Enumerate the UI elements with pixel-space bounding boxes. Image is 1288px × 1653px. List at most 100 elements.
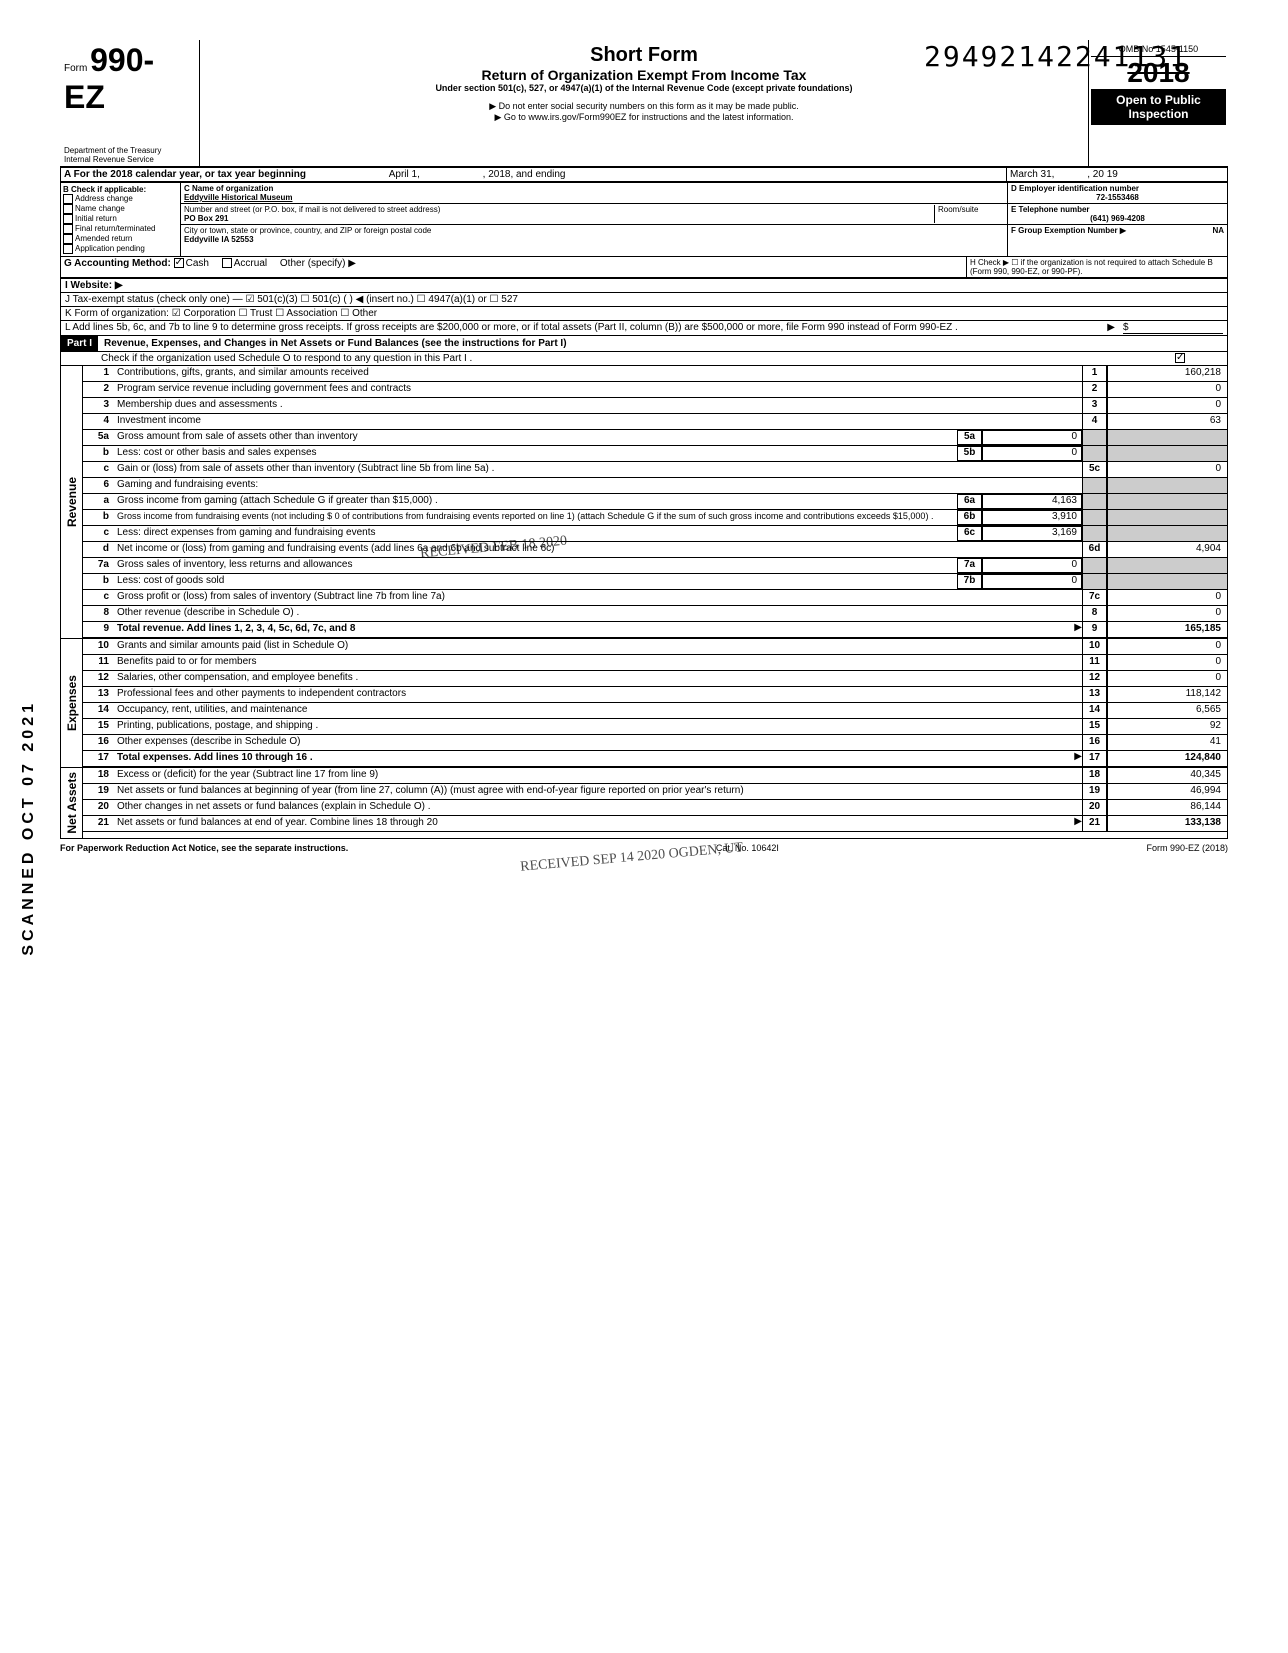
e-label: E Telephone number [1011,205,1090,214]
revenue-label: Revenue [61,473,83,531]
org-address: PO Box 291 [184,214,228,223]
line5a-text: Gross amount from sale of assets other t… [113,430,957,445]
line20-text: Other changes in net assets or fund bala… [113,800,1082,815]
paperwork-notice: For Paperwork Reduction Act Notice, see … [60,843,348,853]
period-mid: , 2018, and ending [483,169,566,180]
line15-text: Printing, publications, postage, and shi… [113,719,1082,734]
netassets-section: Net Assets 18Excess or (deficit) for the… [60,768,1228,839]
line6-text: Gaming and fundraising events: [113,478,1082,493]
line7a-text: Gross sales of inventory, less returns a… [113,558,957,573]
l-amount: $ [1123,322,1223,334]
period-label: A For the 2018 calendar year, or tax yea… [64,169,306,180]
line6b-val: 3,910 [982,510,1082,525]
part1-title: Revenue, Expenses, and Changes in Net As… [98,336,573,351]
line1-val: 160,218 [1107,366,1227,381]
form-prefix: Form [64,63,87,74]
period-row: A For the 2018 calendar year, or tax yea… [60,168,1228,183]
line7a-val: 0 [982,558,1082,573]
f-value: NA [1212,226,1224,235]
period-end-year: 19 [1107,169,1118,180]
public-inspection: Open to Public Inspection [1091,89,1226,125]
line7c-text: Gross profit or (loss) from sales of inv… [113,590,1082,605]
line2-val: 0 [1107,382,1227,397]
scanned-stamp: SCANNED OCT 07 2021 [20,700,38,956]
d-label: D Employer identification number [1011,184,1139,193]
line11-text: Benefits paid to or for members [113,655,1082,670]
dept-label: Department of the Treasury Internal Reve… [64,146,195,164]
f-label: F Group Exemption Number ▶ [1011,226,1126,235]
room-suite-label: Room/suite [934,205,1004,223]
line5a-val: 0 [982,430,1082,445]
line13-val: 118,142 [1107,687,1227,702]
cb-address: Address change [75,194,133,203]
part1-checkbox[interactable] [1175,353,1185,363]
line5b-val: 0 [982,446,1082,461]
revenue-section: Revenue 1Contributions, gifts, grants, a… [60,366,1228,639]
c-name-label: C Name of organization [184,184,273,193]
line7b-val: 0 [982,574,1082,589]
section-note: Under section 501(c), 527, or 4947(a)(1)… [204,83,1084,93]
g-accrual: Accrual [234,258,267,269]
netassets-label: Net Assets [61,768,83,838]
ein-value: 72-1553468 [1011,193,1224,202]
line17-text: Total expenses. Add lines 10 through 16 … [113,751,1074,766]
line11-val: 0 [1107,655,1227,670]
line17-val: 124,840 [1107,751,1227,766]
expenses-section: Expenses 10Grants and similar amounts pa… [60,639,1228,768]
l-label: L Add lines 5b, 6c, and 7b to line 9 to … [65,322,1107,334]
l-arrow: ▶ [1107,322,1115,334]
g-other: Other (specify) ▶ [280,258,356,269]
form-number: 990-EZ [64,42,154,115]
line12-text: Salaries, other compensation, and employ… [113,671,1082,686]
line19-text: Net assets or fund balances at beginning… [113,784,1082,799]
part1-header: Part I Revenue, Expenses, and Changes in… [60,336,1228,366]
part1-check-note: Check if the organization used Schedule … [101,353,1175,364]
line9-val: 165,185 [1107,622,1227,637]
line21-val: 133,138 [1107,816,1227,831]
cb-amended: Amended return [75,234,132,243]
org-name: Eddyville Historical Museum [184,193,292,202]
period-start: April 1, [389,169,420,180]
line18-text: Excess or (deficit) for the year (Subtra… [113,768,1082,783]
h-label: H Check ▶ ☐ if the organization is not r… [970,258,1213,276]
line6a-text: Gross income from gaming (attach Schedul… [113,494,957,509]
line6d-text: Net income or (loss) from gaming and fun… [113,542,1082,557]
part1-label: Part I [61,336,98,351]
section-b-label: B Check if applicable: [63,185,146,194]
line8-text: Other revenue (describe in Schedule O) . [113,606,1082,621]
period-end-month: March 31, [1010,169,1054,180]
cb-name: Name change [75,204,125,213]
line10-val: 0 [1107,639,1227,654]
j-label: J Tax-exempt status (check only one) — ☑… [65,294,518,305]
cb-pending: Application pending [75,244,145,253]
c-addr-label: Number and street (or P.O. box, if mail … [184,205,440,214]
org-city: Eddyville IA 52553 [184,235,254,244]
line5c-val: 0 [1107,462,1227,477]
g-label: G Accounting Method: [64,258,171,269]
line3-text: Membership dues and assessments . [113,398,1082,413]
line14-val: 6,565 [1107,703,1227,718]
form-footer: Form 990-EZ (2018) [1146,843,1228,853]
line12-val: 0 [1107,671,1227,686]
line5b-text: Less: cost or other basis and sales expe… [113,446,957,461]
line2-text: Program service revenue including govern… [113,382,1082,397]
document-number: 29492142241131 [924,40,1188,73]
cb-initial: Initial return [75,214,117,223]
line15-val: 92 [1107,719,1227,734]
g-cash: Cash [186,258,209,269]
line7c-val: 0 [1107,590,1227,605]
line3-val: 0 [1107,398,1227,413]
line16-val: 41 [1107,735,1227,750]
line13-text: Professional fees and other payments to … [113,687,1082,702]
line16-text: Other expenses (describe in Schedule O) [113,735,1082,750]
k-label: K Form of organization: ☑ Corporation ☐ … [65,308,377,319]
i-label: I Website: ▶ [65,280,123,291]
line6d-val: 4,904 [1107,542,1227,557]
line19-val: 46,994 [1107,784,1227,799]
line1-text: Contributions, gifts, grants, and simila… [113,366,1082,381]
line8-val: 0 [1107,606,1227,621]
expenses-label: Expenses [61,671,83,735]
line7b-text: Less: cost of goods sold [113,574,957,589]
cb-final: Final return/terminated [75,224,155,233]
line5c-text: Gain or (loss) from sale of assets other… [113,462,1082,477]
